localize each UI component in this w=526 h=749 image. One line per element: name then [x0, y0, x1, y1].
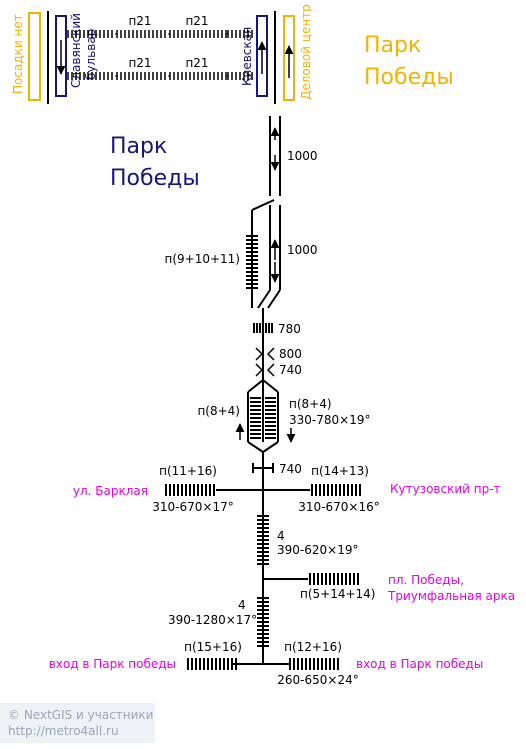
distance-upper: 1000	[287, 149, 318, 163]
cars-cluster-label: п(9+10+11)	[165, 252, 241, 266]
top-platform: Посадки нет Славянский бульвар Киевская …	[11, 4, 454, 104]
chevron-right-icon	[255, 363, 264, 377]
mid-right-exit-2: Триумфальная арка	[387, 589, 515, 603]
main-escalators: п(8+4) п(8+4) 330-780×19°	[197, 379, 370, 453]
escalator-tubes	[250, 397, 276, 439]
hall-right-spec: 310-670×16°	[298, 500, 379, 514]
distance-800: 800	[279, 347, 302, 361]
car-label: п21	[128, 14, 151, 28]
chevron-left-icon	[266, 347, 275, 361]
hall-left-escalators	[165, 484, 215, 496]
chevron-right-icon	[255, 347, 264, 361]
escalator-cluster	[246, 235, 258, 289]
left-orange-box	[28, 12, 41, 101]
left-blue-box	[55, 15, 67, 97]
right-label-2: Деловой центр	[299, 4, 313, 100]
other-station-name-line-2: Победы	[364, 65, 454, 90]
distance-740a: 740	[279, 363, 302, 377]
credits-line-1: © NextGIS и участники	[8, 708, 154, 722]
mid-count-1: 4	[277, 529, 285, 543]
bottom-right-exit: вход в Парк победы	[356, 657, 483, 671]
left-label-2b: бульвар	[84, 29, 98, 80]
left-label-1: Посадки нет	[11, 14, 25, 94]
vestibule: 740 п(11+16) 310-670×17° ул. Барклая п(1…	[49, 452, 515, 687]
mid-escalators-2	[257, 597, 269, 647]
hall-left-exit: ул. Барклая	[73, 484, 148, 498]
escalator-right-spec: 330-780×19°	[289, 413, 370, 427]
bottom-left-label: п(15+16)	[184, 640, 242, 654]
distance-lower: 1000	[287, 243, 318, 257]
hall-left-label: п(11+16)	[159, 464, 217, 478]
bottom-spec: 260-650×24°	[277, 673, 358, 687]
car-label: п21	[185, 56, 208, 70]
hall-left-spec: 310-670×17°	[152, 500, 233, 514]
distance-780: 780	[278, 322, 301, 336]
mid-count-2: 4	[238, 598, 246, 612]
credits: © NextGIS и участники http://metro4all.r…	[0, 703, 155, 743]
right-blue-box	[256, 15, 268, 97]
hall-right-label: п(14+13)	[311, 464, 369, 478]
turnstile-780	[253, 323, 273, 333]
hall-right-escalators	[311, 484, 361, 496]
car-label: п21	[185, 14, 208, 28]
mid-right-escalators	[309, 573, 359, 585]
distance-740b: 740	[279, 462, 302, 476]
bottom-left-escalators	[187, 658, 237, 670]
right-label-1: Киевская	[240, 27, 254, 86]
car-corridor-upper	[67, 30, 253, 38]
station-title-line-1: Парк	[110, 134, 167, 159]
station-title-line-2: Победы	[110, 166, 200, 191]
mid-right-label: п(5+14+14)	[300, 587, 376, 601]
bottom-right-label: п(12+16)	[284, 640, 342, 654]
turnstiles: 780 800 740	[253, 322, 302, 392]
car-label: п21	[128, 56, 151, 70]
upper-passage: 1000 1000 п(9+10+11)	[165, 116, 318, 323]
car-corridor-lower	[67, 72, 253, 80]
gate	[251, 199, 275, 211]
mid-right-exit-1: пл. Победы,	[388, 573, 464, 587]
credits-line-2[interactable]: http://metro4all.ru	[8, 724, 119, 738]
mid-escalators-1	[257, 515, 269, 565]
right-orange-box	[283, 15, 295, 101]
chevron-left-icon	[266, 363, 275, 377]
hall-right-exit: Кутузовский пр-т	[390, 482, 501, 496]
other-station-name: Парк	[364, 33, 421, 58]
bottom-left-exit: вход в Парк победы	[49, 657, 176, 671]
bottom-right-escalators	[289, 658, 339, 670]
mid-spec-1: 390-620×19°	[277, 543, 358, 557]
escalator-left-label: п(8+4)	[197, 404, 240, 418]
mid-spec-2: 390-1280×17°	[168, 613, 257, 627]
escalator-right-label: п(8+4)	[289, 397, 332, 411]
